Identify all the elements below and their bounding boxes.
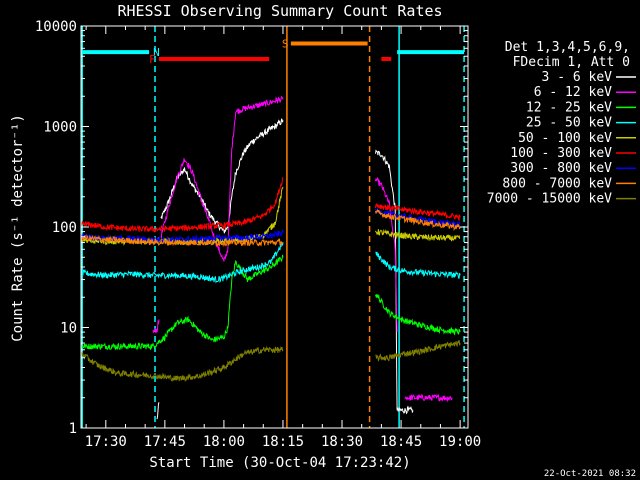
legend-label-12-25-kev: 12 - 25 keV <box>526 100 612 115</box>
series-3-6-kev-segment-4 <box>396 405 414 415</box>
x-tick-label-17-45: 17:45 <box>144 434 186 450</box>
legend-label-800-7000-kev: 800 - 7000 keV <box>502 176 612 191</box>
series-12-25-kev-segment-1 <box>80 254 284 351</box>
legend-label-100-300-kev: 100 - 300 keV <box>510 146 612 161</box>
legend-label-6-12-kev: 6 - 12 keV <box>534 85 612 100</box>
series-7000-15000-kev-segment-2 <box>375 340 461 363</box>
x-axis-label: Start Time (30-Oct-04 17:23:42) <box>149 455 410 471</box>
y-tick-label-10000: 10000 <box>35 19 77 35</box>
series-25-50-kev <box>80 241 461 284</box>
series-100-300-kev-segment-1 <box>80 177 284 233</box>
bar-label-f: F <box>149 53 156 66</box>
x-tick-label-18-30: 18:30 <box>321 434 363 450</box>
y-tick-label-1: 1 <box>69 421 77 437</box>
series-50-100-kev-segment-2 <box>375 228 461 242</box>
y-tick-label-100: 100 <box>52 220 77 236</box>
series-12-25-kev <box>80 254 461 351</box>
legend-label-50-100-kev: 50 - 100 keV <box>518 131 612 146</box>
bar-label-n: N <box>153 46 160 59</box>
series-6-12-kev-segment-1 <box>152 319 160 334</box>
x-tick-label-19-00: 19:00 <box>439 434 481 450</box>
x-tick-label-18-45: 18:45 <box>380 434 422 450</box>
series-3-6-kev <box>156 118 414 420</box>
y-tick-label-10: 10 <box>60 321 77 337</box>
series-3-6-kev-segment-1 <box>156 402 160 420</box>
series-800-7000-kev <box>80 208 461 248</box>
legend-label-7000-15000-kev: 7000 - 15000 keV <box>487 192 612 207</box>
x-tick-label-18-00: 18:00 <box>203 434 245 450</box>
legend-label-3-6-kev: 3 - 6 keV <box>542 70 613 85</box>
bar-label-s: S <box>282 37 289 50</box>
legend-label-25-50-kev: 25 - 50 keV <box>526 116 612 131</box>
legend-header-line-2: FDecim 1, Att 0 <box>513 55 630 70</box>
series-800-7000-kev-segment-1 <box>80 234 284 248</box>
series-12-25-kev-segment-2 <box>375 294 461 336</box>
legend-label-300-800-kev: 300 - 800 keV <box>510 161 612 176</box>
y-tick-label-1000: 1000 <box>43 120 77 136</box>
series-3-6-kev-segment-3 <box>375 149 398 411</box>
series-7000-15000-kev <box>80 340 461 382</box>
timestamp: 22-Oct-2021 08:32 <box>544 469 636 479</box>
y-axis-label: Count Rate (s⁻¹ detector⁻¹) <box>10 114 26 342</box>
series-3-6-kev-segment-2 <box>160 118 284 234</box>
data-layer: NF S <box>80 26 465 428</box>
series-25-50-kev-segment-1 <box>80 241 284 284</box>
chart-title: RHESSI Observing Summary Count Rates <box>117 2 442 20</box>
series-100-300-kev <box>80 177 461 233</box>
x-tick-label-17-30: 17:30 <box>85 434 127 450</box>
series-25-50-kev-segment-2 <box>375 251 461 279</box>
axis-layer: 1 10 100 1000 10000 17:30 17:45 18:00 18:15 18:30… <box>35 19 481 450</box>
series-100-300-kev-segment-2 <box>375 203 461 222</box>
legend-header-line-1: Det 1,3,4,5,6,9, <box>505 40 630 55</box>
x-tick-label-18-15: 18:15 <box>262 434 304 450</box>
series-6-12-kev-segment-4 <box>404 393 453 403</box>
series-6-12-kev-segment-2 <box>160 95 284 263</box>
series-800-7000-kev-segment-2 <box>375 208 461 232</box>
legend: Det 1,3,4,5,6,9, FDecim 1, Att 0 3 - 6 k… <box>487 40 636 207</box>
series-7000-15000-kev-segment-1 <box>80 345 284 382</box>
